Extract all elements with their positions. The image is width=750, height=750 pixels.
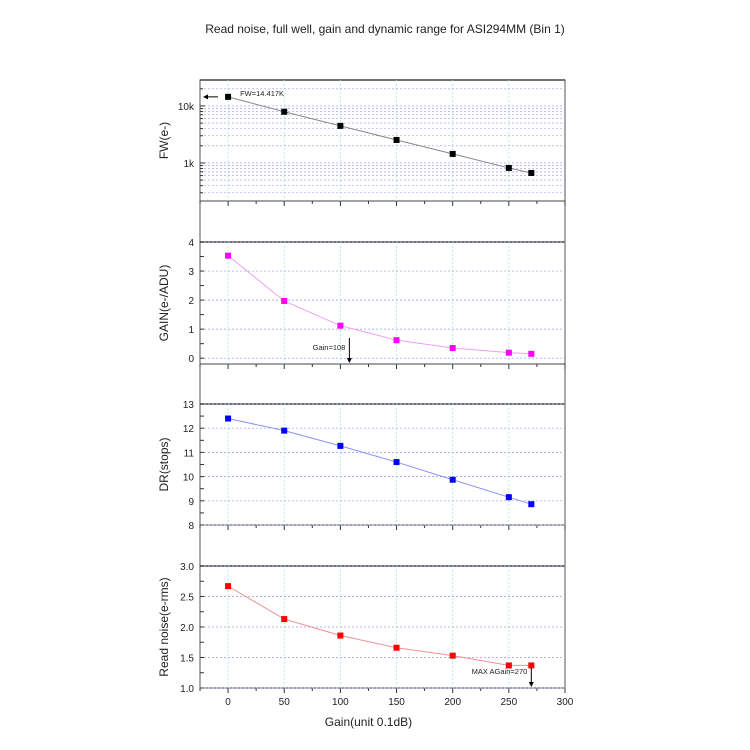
y-tick-label: 1.0	[180, 684, 194, 695]
data-point-dr	[505, 494, 512, 501]
y-tick-label: 3.0	[180, 562, 194, 573]
y-tick-label: 0	[188, 354, 194, 365]
x-tick-label: 250	[501, 697, 518, 708]
x-tick-label: 50	[279, 697, 291, 708]
x-tick-label: 200	[444, 697, 461, 708]
fw-annotation: FW=14.417K	[240, 89, 284, 98]
chart-title: Read noise, full well, gain and dynamic …	[205, 22, 565, 36]
y-tick-label: 2.5	[180, 593, 194, 604]
data-point-gain	[393, 337, 400, 344]
gain-annotation: Gain=108	[313, 343, 346, 352]
y-tick-label: 12	[183, 424, 195, 435]
data-point-read-noise	[337, 632, 344, 639]
data-point-dr	[337, 442, 344, 449]
data-point-dr	[528, 501, 535, 508]
y-axis-label-fw: FW(e-)	[157, 122, 171, 159]
y-tick-label: 10k	[178, 102, 195, 113]
y-tick-label: 2	[188, 296, 194, 307]
fw-arrow-head	[203, 94, 208, 100]
data-point-fw	[393, 136, 400, 143]
y-axis-label-gain: GAIN(e-/ADU)	[157, 265, 171, 342]
y-tick-label: 1k	[183, 159, 195, 170]
data-point-fw	[449, 150, 456, 157]
data-point-gain	[337, 322, 344, 329]
y-tick-label: 10	[183, 473, 195, 484]
x-tick-label: 100	[332, 697, 349, 708]
plot-frame	[199, 79, 566, 689]
data-point-fw	[337, 122, 344, 129]
data-point-fw	[225, 93, 232, 100]
data-point-dr	[393, 459, 400, 466]
y-tick-label: 1	[188, 325, 194, 336]
data-point-dr	[449, 476, 456, 483]
data-point-read-noise	[225, 583, 232, 590]
data-point-gain	[225, 252, 232, 259]
y-tick-label: 2.0	[180, 623, 194, 634]
data-point-fw	[281, 108, 288, 115]
data-point-gain	[281, 297, 288, 304]
series-line-read-noise	[227, 585, 532, 666]
read-noise-annotation: MAX AGain=270	[472, 667, 528, 676]
read-noise-arrow-head	[528, 682, 534, 687]
data-point-read-noise	[449, 652, 456, 659]
x-tick-label: 300	[557, 697, 574, 708]
data-point-read-noise	[281, 616, 288, 623]
y-axis-label-read-noise: Read noise(e-rms)	[157, 577, 171, 676]
data-point-fw	[528, 169, 535, 176]
x-tick-label: 0	[225, 697, 231, 708]
y-tick-label: 1.5	[180, 654, 194, 665]
data-point-dr	[281, 427, 288, 434]
y-tick-label: 11	[184, 448, 195, 459]
y-tick-label: 9	[188, 497, 194, 508]
data-point-read-noise	[393, 644, 400, 651]
data-point-gain	[449, 345, 456, 352]
data-point-read-noise	[505, 662, 512, 669]
data-point-gain	[505, 349, 512, 356]
series-line-gain	[227, 255, 532, 355]
y-tick-label: 4	[188, 238, 194, 249]
data-point-read-noise	[528, 662, 535, 669]
y-axis-label-dr: DR(stops)	[157, 437, 171, 491]
data-point-dr	[225, 415, 232, 422]
data-point-gain	[528, 350, 535, 357]
data-point-fw	[505, 164, 512, 171]
y-tick-label: 8	[188, 521, 194, 532]
x-axis-label: Gain(unit 0.1dB)	[325, 715, 412, 729]
x-tick-label: 150	[388, 697, 405, 708]
gain-arrow-head	[346, 358, 352, 363]
y-tick-label: 13	[183, 400, 195, 411]
y-tick-label: 3	[188, 267, 194, 278]
series-line-dr	[227, 418, 532, 505]
